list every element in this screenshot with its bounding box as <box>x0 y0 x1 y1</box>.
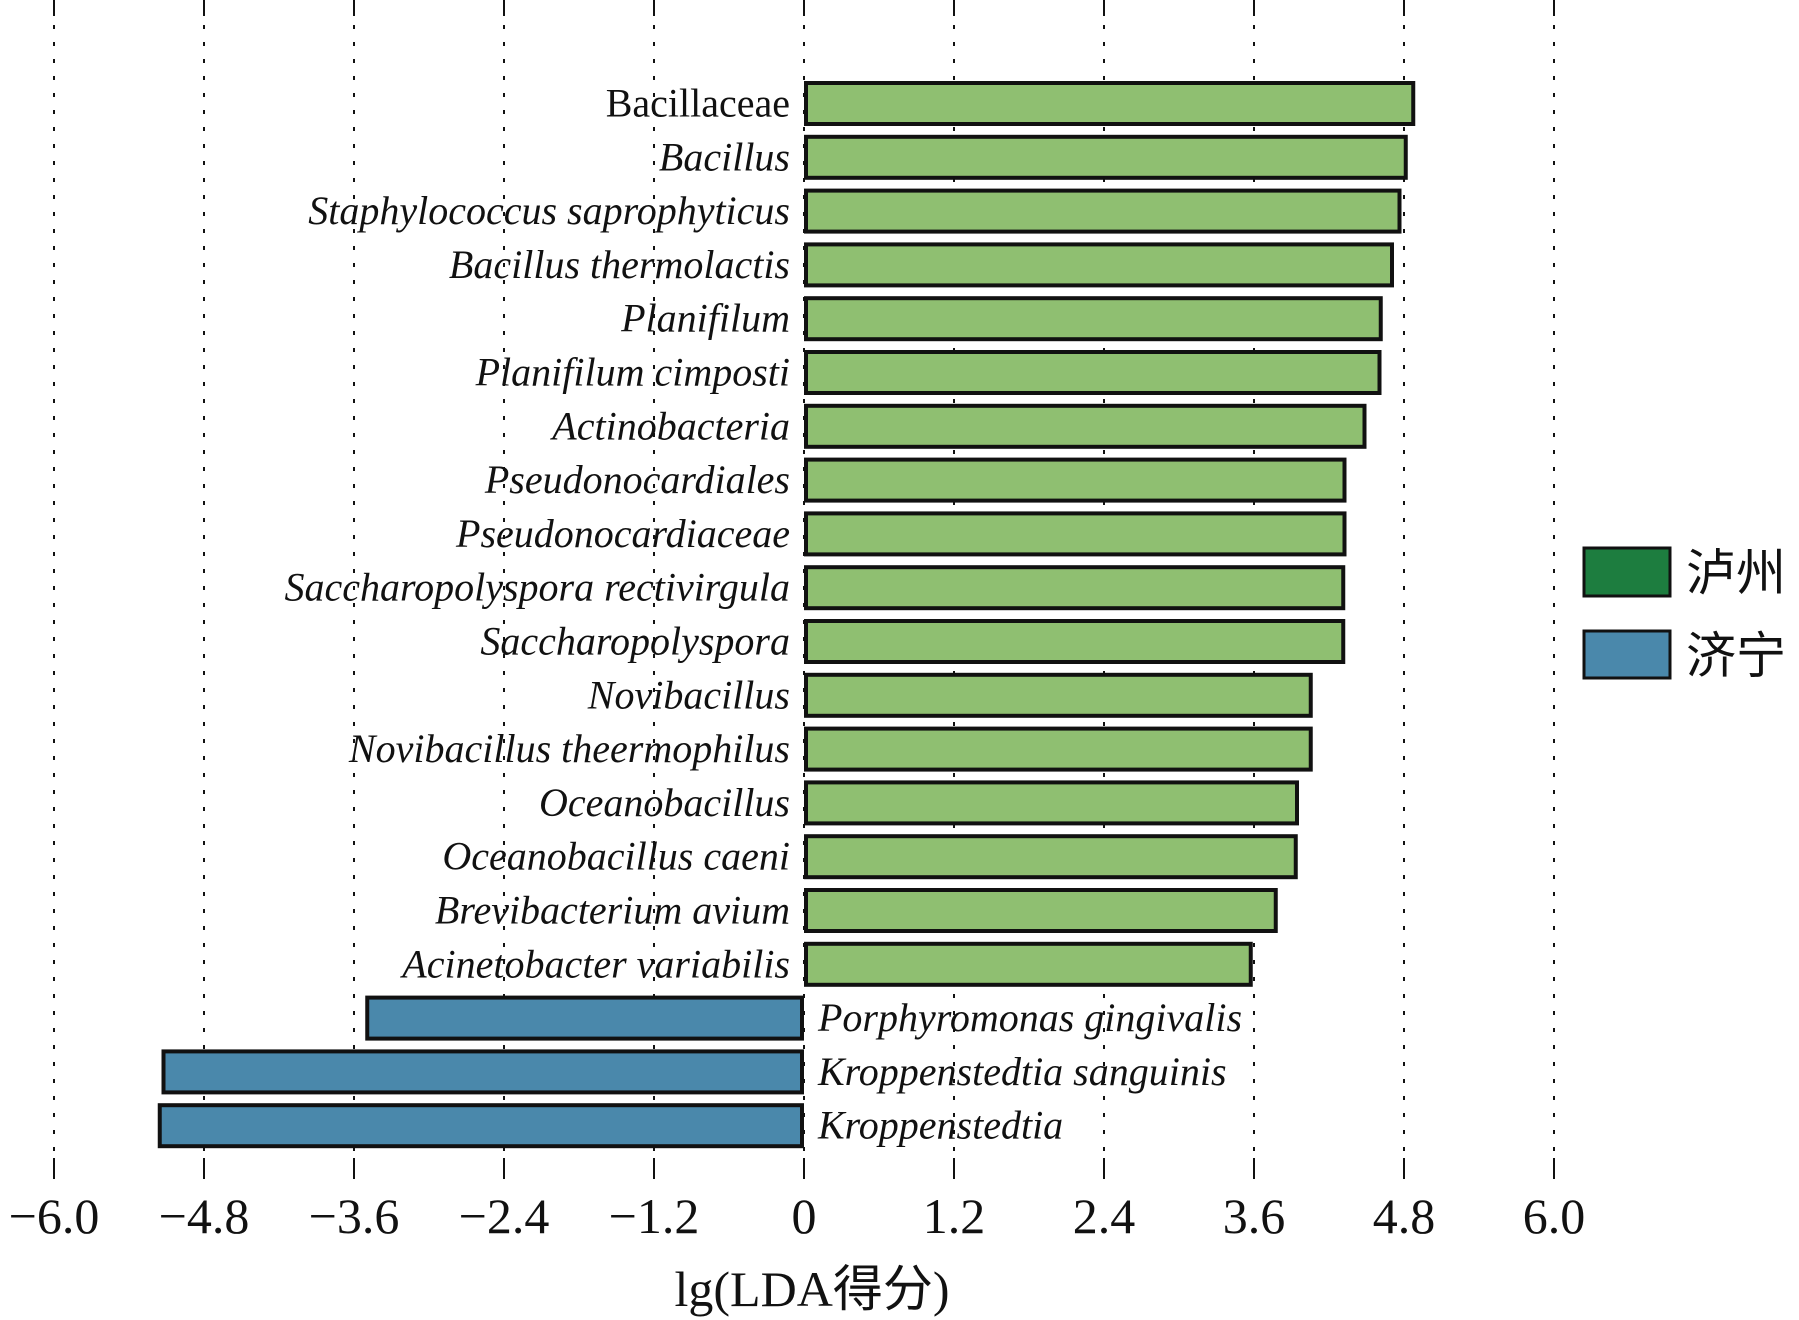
bar-label: Saccharopolyspora <box>480 619 790 664</box>
x-axis: −6.0 −4.8 −3.6 −2.4 −1.2 0 1.2 2.4 3.6 4.8 6.0 <box>9 1158 1586 1244</box>
bar <box>157 1103 804 1149</box>
x-tick-label: −6.0 <box>9 1188 100 1244</box>
bar-label: Kroppenstedtia <box>817 1103 1063 1148</box>
bar <box>804 619 1346 664</box>
bar-label: Porphyromonas gingivalis <box>817 995 1242 1040</box>
bar-label: Oceanobacillus caeni <box>442 834 790 879</box>
legend-swatch-jining <box>1582 629 1672 680</box>
legend: 泸州 济宁 <box>1582 544 1786 685</box>
bar-label: Acinetobacter variabilis <box>399 941 790 986</box>
bar <box>161 1049 804 1095</box>
bar-label: Bacillus <box>659 134 790 179</box>
bar-label: Saccharopolyspora rectivirgula <box>285 565 790 610</box>
bar <box>804 188 1402 234</box>
bar-label: Pseudonocardiales <box>484 457 790 502</box>
bar <box>804 81 1416 126</box>
bar-label: Actinobacteria <box>549 403 790 448</box>
bar <box>804 242 1394 288</box>
bar <box>804 511 1347 557</box>
x-tick-label: −4.8 <box>159 1188 250 1244</box>
x-tick-label: −1.2 <box>609 1188 700 1244</box>
x-tick-label: 0 <box>792 1188 817 1244</box>
bar <box>804 780 1299 826</box>
bar-label: Planifilum cimposti <box>475 350 790 395</box>
bar-label: Brevibacterium avium <box>435 888 790 933</box>
bar-label: Bacillaceae <box>606 81 790 126</box>
bar <box>365 995 804 1041</box>
bar-label: Novibacillus theermophilus <box>348 726 790 771</box>
bar-label: Staphylococcus saprophyticus <box>308 188 790 233</box>
bar-label: Pseudonocardiaceae <box>455 511 790 556</box>
bar <box>804 134 1408 180</box>
x-tick-label: 6.0 <box>1523 1188 1586 1244</box>
bar-label: Planifilum <box>620 296 790 341</box>
bar-label: Kroppenstedtia sanguinis <box>817 1049 1227 1094</box>
bar <box>804 457 1347 503</box>
bar <box>804 403 1367 449</box>
legend-label-luzhou: 泸州 <box>1686 544 1786 602</box>
legend-label-jining: 济宁 <box>1686 627 1786 685</box>
x-axis-title: lg(LDA得分) <box>675 1261 950 1317</box>
category-labels: Bacillaceae Bacillus Staphylococcus saprop… <box>285 81 1243 1148</box>
bar <box>804 888 1278 933</box>
bar <box>804 726 1313 772</box>
x-tick-label: −3.6 <box>309 1188 400 1244</box>
x-tick-label: 2.4 <box>1073 1188 1136 1244</box>
x-tick-label: 1.2 <box>923 1188 986 1244</box>
bars <box>157 81 1416 1149</box>
bar-label: Oceanobacillus <box>539 780 790 825</box>
bar <box>804 941 1253 987</box>
x-tick-label: 3.6 <box>1223 1188 1286 1244</box>
bar <box>804 565 1346 611</box>
bar <box>804 350 1382 395</box>
bar <box>804 672 1313 718</box>
bar <box>804 296 1383 342</box>
x-tick-label: 4.8 <box>1373 1188 1436 1244</box>
bar <box>804 834 1298 880</box>
x-tick-label: −2.4 <box>459 1188 550 1244</box>
bar-label: Novibacillus <box>587 672 790 717</box>
legend-swatch-luzhou <box>1582 546 1672 598</box>
bar-label: Bacillus thermolactis <box>449 242 790 287</box>
